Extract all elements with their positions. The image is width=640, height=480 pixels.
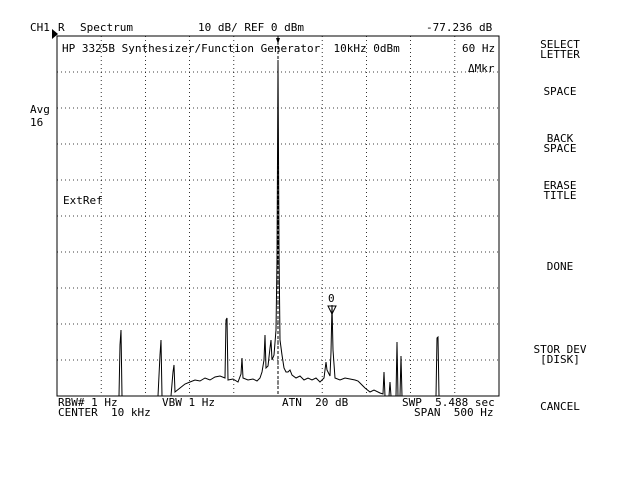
- mode-label: Spectrum: [80, 21, 133, 34]
- spectrum-trace: [57, 59, 499, 397]
- scale-label: 10 dB/ REF 0 dBm: [198, 21, 304, 34]
- span-label: SPAN 500 Hz: [414, 406, 494, 419]
- marker-readout: -77.236 dB: [426, 21, 493, 34]
- marker-number-label: 0: [328, 292, 335, 305]
- avg-label: Avg: [30, 103, 50, 116]
- softkey-space[interactable]: SPACE: [543, 85, 577, 98]
- softkey-back-space[interactable]: BACK SPACE: [543, 132, 577, 155]
- delta-marker-label: ΔMkr: [468, 62, 495, 75]
- trace-title: HP 3325B Synthesizer/Function Generator …: [62, 42, 400, 55]
- marker-frequency: 60 Hz: [462, 42, 496, 55]
- atn-label: ATN 20 dB: [282, 396, 349, 409]
- sweep-time-label: SWP 5.488 sec: [402, 396, 495, 409]
- marker-arrow-icon: [276, 38, 280, 44]
- softkey-done[interactable]: DONE: [546, 260, 574, 273]
- left-arrow-icon: [52, 29, 58, 39]
- rbw-label: RBW# 1 Hz: [58, 396, 118, 409]
- channel-label: CH1: [30, 21, 50, 34]
- marker-triangle-icon: [327, 305, 337, 316]
- softkey-stor-dev-disk[interactable]: STOR DEV [DISK]: [533, 343, 587, 366]
- softkey-select-letter[interactable]: SELECT LETTER: [540, 38, 580, 61]
- avg-count: 16: [30, 116, 44, 129]
- softkey-erase-title[interactable]: ERASE TITLE: [543, 179, 577, 202]
- center-frequency-label: CENTER 10 kHz: [58, 406, 151, 419]
- ext-ref-label: ExtRef: [63, 194, 103, 207]
- input-label: R: [58, 21, 65, 34]
- vbw-label: VBW 1 Hz: [162, 396, 215, 409]
- softkey-cancel[interactable]: CANCEL: [540, 400, 580, 413]
